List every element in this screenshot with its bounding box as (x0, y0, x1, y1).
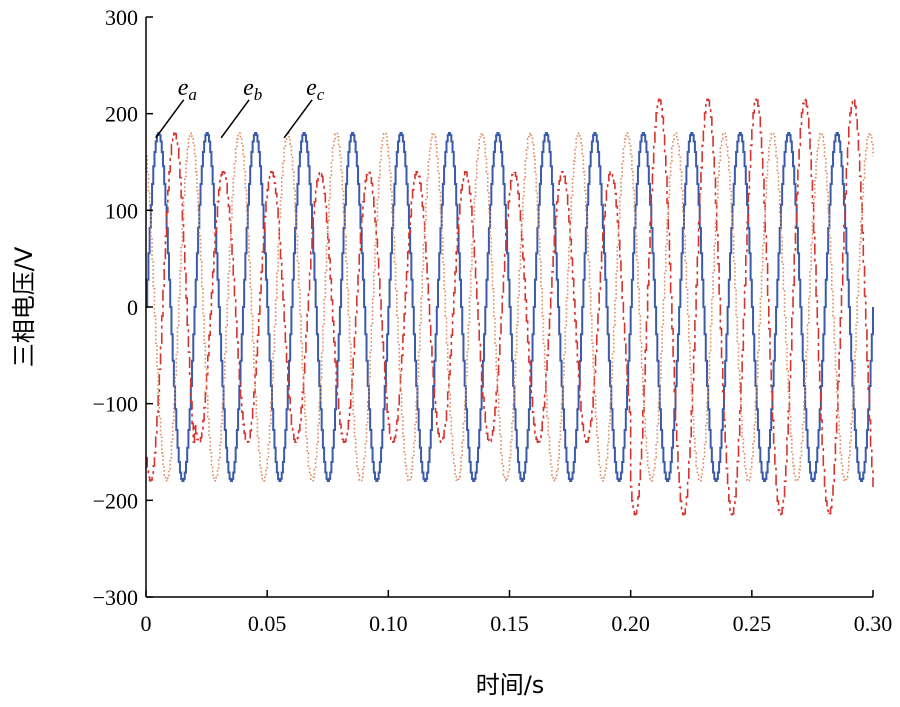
series-e-c (146, 132, 874, 482)
x-tick-label: 0.15 (490, 611, 529, 636)
series-e-b (146, 98, 874, 516)
y-tick-label: −300 (93, 585, 138, 610)
annotation-label-eb: eb (243, 75, 262, 104)
annotation-label-ea: ea (178, 75, 197, 104)
y-tick-label: 0 (127, 295, 138, 320)
x-axis-title: 时间/s (476, 671, 545, 699)
annotation-leader (155, 99, 185, 139)
annotation-leader (283, 99, 313, 139)
y-axis-title: 三相电压/V (10, 246, 38, 367)
y-tick-label: 200 (105, 102, 138, 127)
x-tick-label: 0.25 (733, 611, 772, 636)
y-tick-label: −200 (93, 488, 138, 513)
y-tick-label: 100 (105, 198, 138, 223)
y-tick-label: −100 (93, 392, 138, 417)
x-tick-label: 0.20 (611, 611, 650, 636)
y-tick-label: 300 (105, 5, 138, 30)
x-tick-label: 0.10 (369, 611, 408, 636)
x-tick-label: 0.05 (248, 611, 287, 636)
x-tick-label: 0.30 (854, 611, 893, 636)
annotation-layer: ea eb ec (155, 75, 325, 139)
x-tick-label: 0 (141, 611, 152, 636)
series-layer (146, 98, 874, 516)
series-e-a (146, 132, 874, 482)
annotation-label-ec: ec (306, 75, 325, 104)
annotation-leader (220, 99, 250, 139)
